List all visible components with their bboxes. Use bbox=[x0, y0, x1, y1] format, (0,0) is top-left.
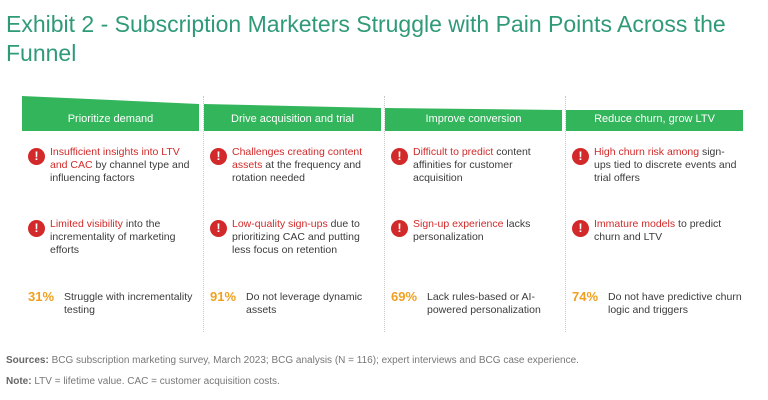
note-text: LTV = lifetime value. CAC = customer acq… bbox=[31, 376, 280, 387]
pain-point-text: by channel type and influencing factors bbox=[50, 159, 190, 184]
pain-point-highlight: Low-quality sign-ups bbox=[232, 218, 328, 230]
sources-text: BCG subscription marketing survey, March… bbox=[48, 355, 579, 366]
funnel-column: Drive acquisition and trial ! Challenges… bbox=[203, 96, 381, 332]
funnel-column: Improve conversion ! Difficult to predic… bbox=[384, 96, 562, 332]
stage-heading: Improve conversion bbox=[425, 113, 522, 125]
alert-icon: ! bbox=[210, 220, 227, 237]
stat-percent: 69% bbox=[391, 289, 418, 304]
stage-heading: Reduce churn, grow LTV bbox=[594, 113, 715, 125]
stage-heading: Prioritize demand bbox=[67, 113, 154, 125]
pain-point-text: at the frequency and rotation needed bbox=[232, 159, 362, 184]
alert-icon: ! bbox=[28, 220, 45, 237]
stat-percent: 74% bbox=[572, 289, 599, 304]
stage-banner: Improve conversion bbox=[385, 96, 562, 131]
pain-point-highlight: Challenges creating content assets bbox=[232, 146, 363, 171]
alert-icon: ! bbox=[28, 148, 45, 165]
stat-percent: 31% bbox=[28, 289, 55, 304]
pain-point-text: to predict churn and LTV bbox=[594, 218, 722, 243]
pain-point-highlight: Insufficient insights into LTV and CAC bbox=[50, 146, 180, 171]
pain-point-highlight: Sign-up experience bbox=[413, 218, 504, 230]
footnote: Note: LTV = lifetime value. CAC = custom… bbox=[6, 376, 280, 387]
pain-point-text: into the incrementality of marketing eff… bbox=[50, 218, 176, 256]
banner-shape bbox=[566, 110, 743, 131]
stat-percent: 91% bbox=[210, 289, 237, 304]
alert-icon: ! bbox=[572, 148, 589, 165]
pain-point-highlight: Limited visibility bbox=[50, 218, 123, 230]
stage-heading: Drive acquisition and trial bbox=[231, 113, 354, 125]
pain-point-highlight: Immature models bbox=[594, 218, 676, 230]
pain-point-text: due to prioritizing CAC and putting less… bbox=[232, 218, 360, 256]
funnel-columns: Prioritize demand ! Insufficient insight… bbox=[22, 96, 743, 332]
pain-point-highlight: High churn risk among bbox=[594, 146, 700, 158]
alert-icon: ! bbox=[572, 220, 589, 237]
alert-icon: ! bbox=[391, 220, 408, 237]
pain-point-text: content affinities for customer acquisit… bbox=[413, 146, 531, 184]
alert-icon: ! bbox=[391, 148, 408, 165]
banner-shape bbox=[22, 96, 199, 131]
pain-point-text: lacks personalization bbox=[413, 218, 531, 243]
stage-banner: Drive acquisition and trial bbox=[204, 96, 381, 131]
banner-shape bbox=[204, 104, 381, 131]
pain-point-highlight: Difficult to predict bbox=[413, 146, 494, 158]
stat-text: Struggle with incrementality testing bbox=[64, 291, 193, 316]
alert-icon: ! bbox=[210, 148, 227, 165]
stat-text: Do not have predictive churn logic and t… bbox=[608, 291, 742, 316]
stat-text: Lack rules-based or AI-powered personali… bbox=[427, 291, 541, 316]
pain-point-text: sign-ups tied to discrete events and tri… bbox=[594, 146, 737, 184]
funnel-column: Prioritize demand ! Insufficient insight… bbox=[22, 96, 199, 332]
exhibit-title: Exhibit 2 - Subscription Marketers Strug… bbox=[6, 11, 726, 66]
sources-note: Sources: BCG subscription marketing surv… bbox=[6, 355, 579, 366]
note-label: Note: bbox=[6, 376, 32, 387]
stage-banner: Prioritize demand bbox=[22, 96, 199, 131]
stat-text: Do not leverage dynamic assets bbox=[246, 291, 363, 316]
banner-shape bbox=[385, 108, 562, 131]
sources-label: Sources: bbox=[6, 355, 49, 366]
funnel-column: Reduce churn, grow LTV ! High churn risk… bbox=[565, 96, 743, 332]
stage-banner: Reduce churn, grow LTV bbox=[566, 96, 743, 131]
